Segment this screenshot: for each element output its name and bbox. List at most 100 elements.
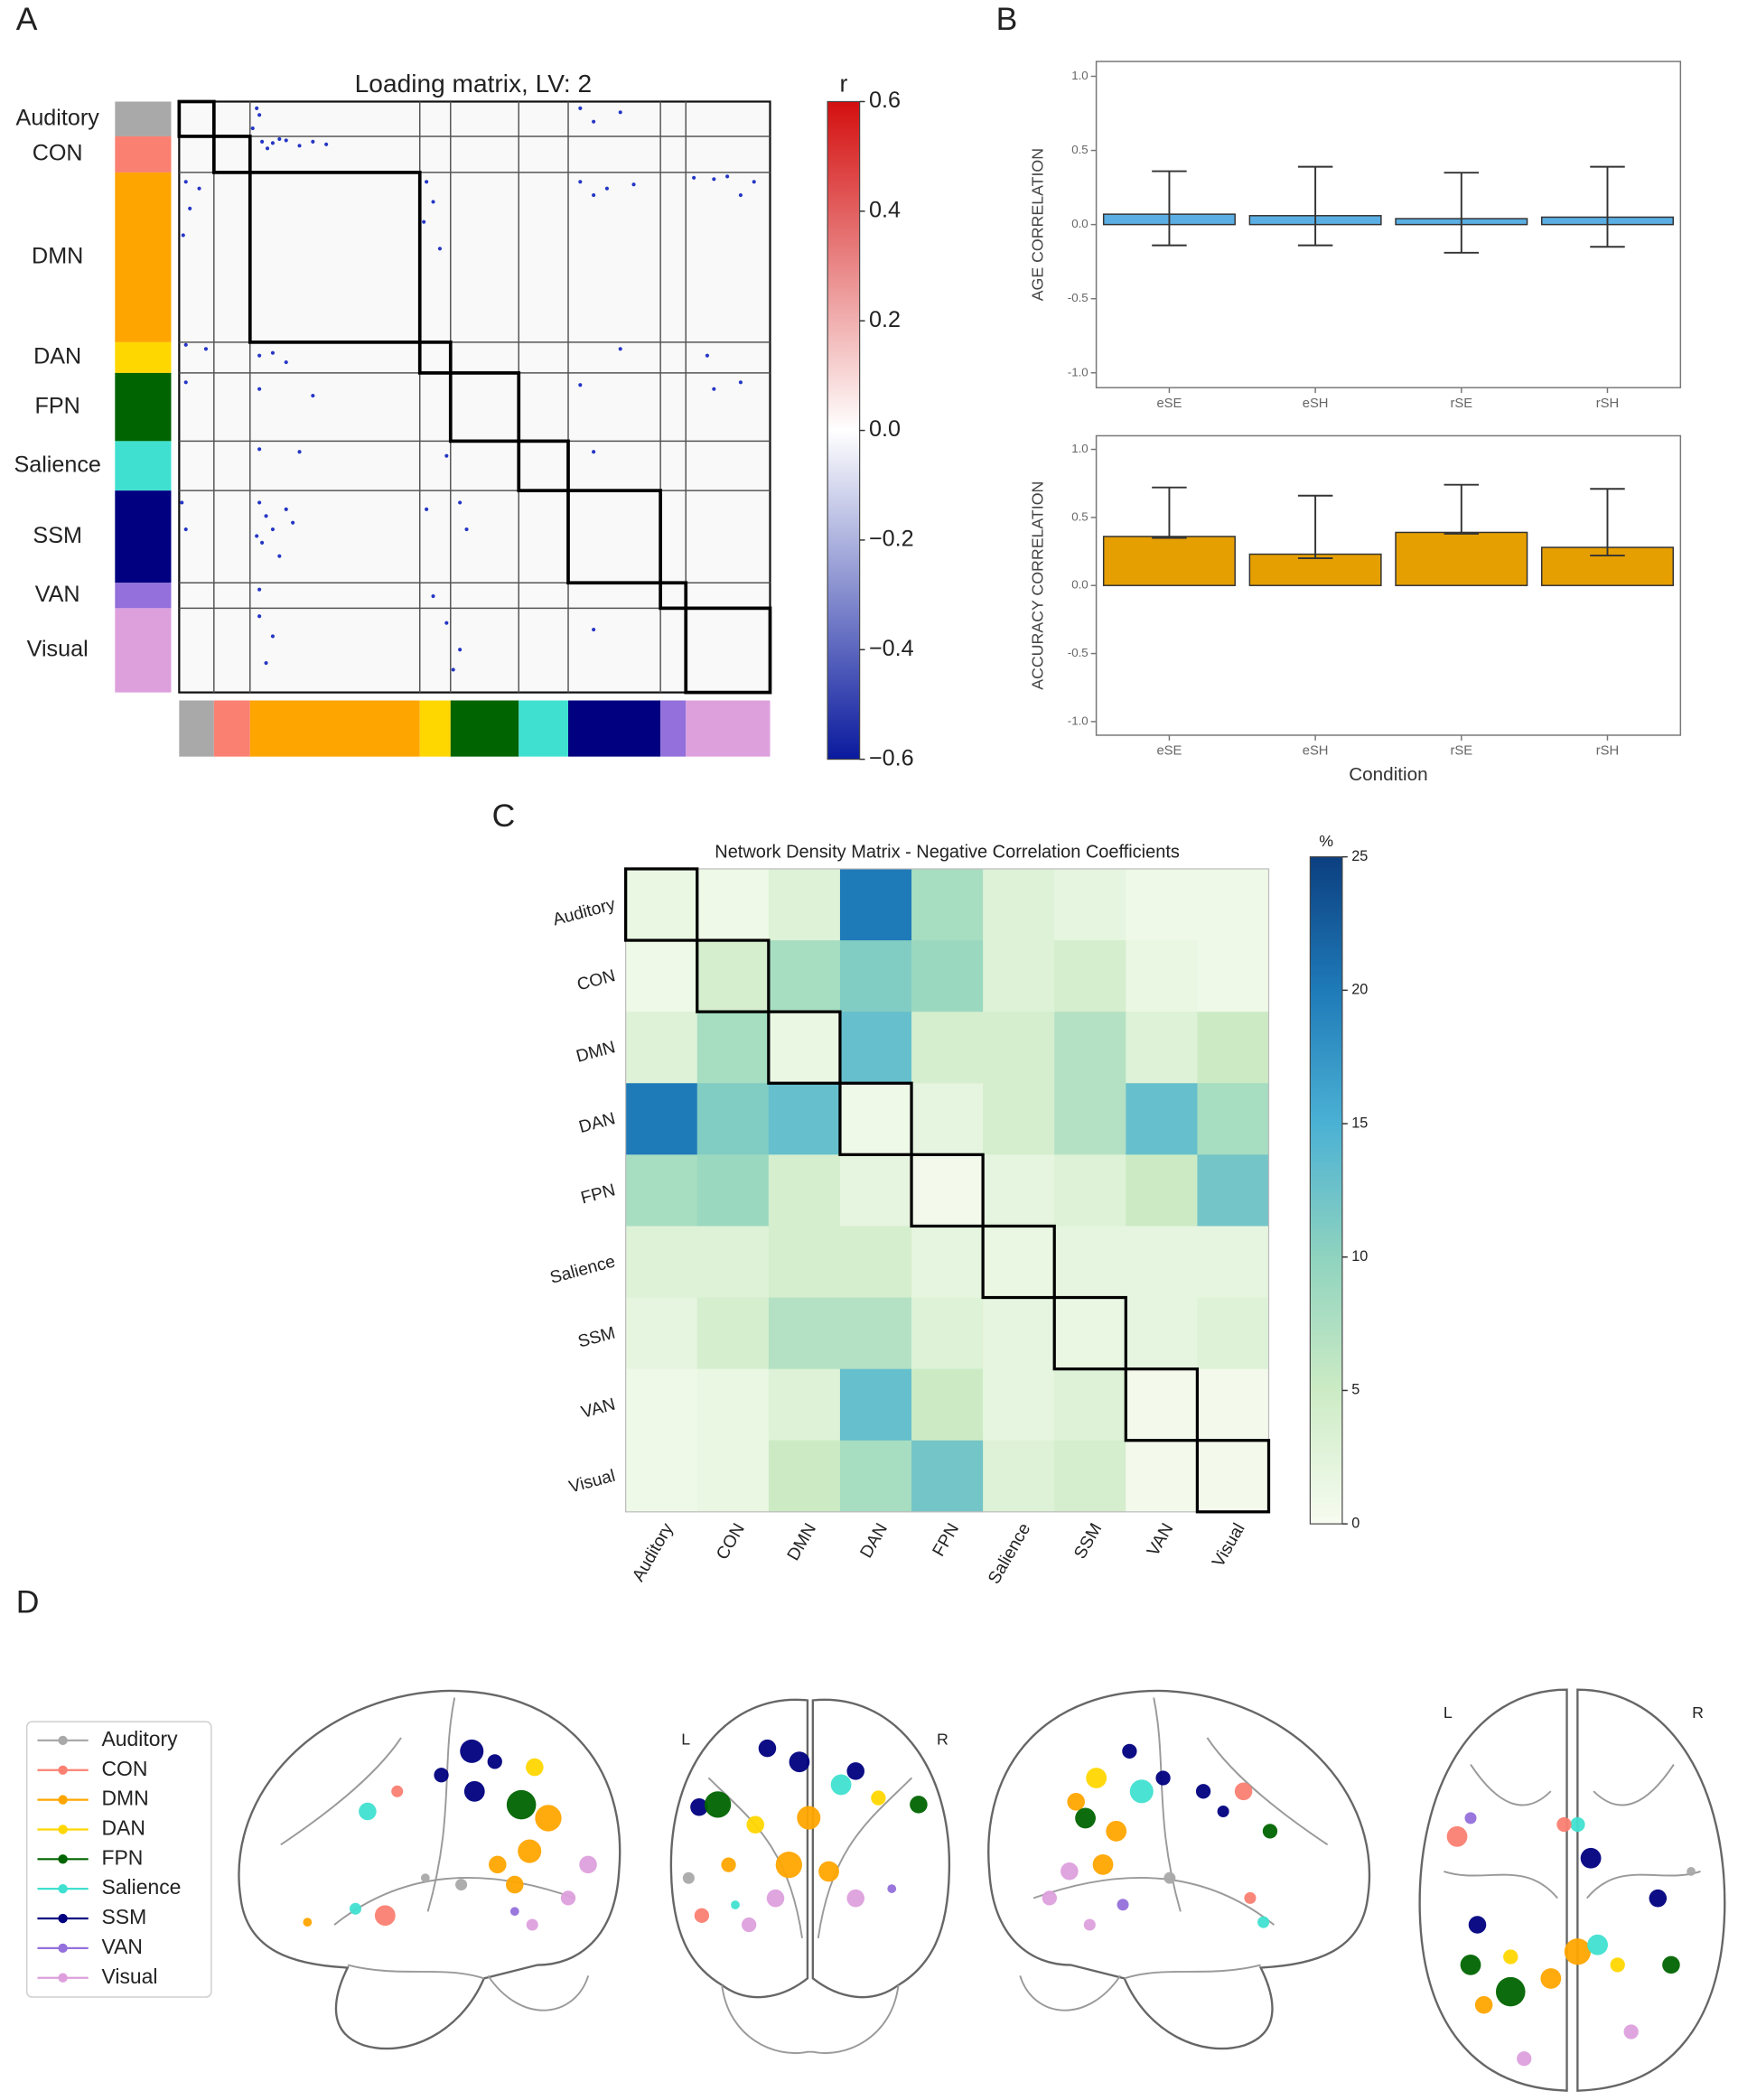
brain-node (1163, 1871, 1176, 1884)
x-tick-label: eSH (1303, 397, 1329, 411)
column-label: VAN (1144, 1520, 1177, 1559)
heatmap-cell (983, 1368, 1055, 1442)
loading-point (425, 507, 429, 511)
brain-left-lateral (238, 1689, 621, 2050)
brain-right-lateral (987, 1689, 1371, 2050)
column-label: SSM (1070, 1520, 1106, 1563)
loading-point (311, 139, 315, 144)
heatmap-cell (911, 868, 984, 941)
column-label: DAN (857, 1520, 892, 1562)
heatmap-cell (1054, 1440, 1126, 1513)
heatmap-cell (768, 1368, 841, 1442)
y-axis-label: ACCURACY CORRELATION (1029, 481, 1047, 690)
heatmap-cell (625, 1083, 698, 1155)
heatmap-cell (983, 868, 1055, 941)
heatmap-cell (839, 1368, 912, 1442)
colorbar-tick-label: 0.6 (869, 88, 901, 113)
diagonal-block (566, 489, 662, 585)
row-label: SSM (576, 1324, 618, 1352)
heatmap-cell (625, 940, 698, 1013)
heatmap-cell (1126, 1083, 1198, 1155)
row-label: DAN (577, 1109, 618, 1137)
loading-point (297, 144, 302, 148)
network-col-bar (519, 700, 569, 757)
loading-point (284, 138, 288, 143)
brain-node (766, 1889, 785, 1908)
column-label: CON (713, 1520, 749, 1563)
diagonal-cell (767, 1010, 842, 1085)
brain-node (887, 1884, 897, 1893)
loading-point (437, 247, 443, 251)
loading-point (257, 387, 262, 391)
brain-node (704, 1791, 732, 1818)
network-row-bar (115, 608, 172, 693)
loading-point (277, 554, 282, 558)
brain-node (1564, 1938, 1592, 1965)
heatmap-cell (1054, 1154, 1126, 1227)
heatmap-cell (839, 1226, 912, 1298)
diagonal-cell (624, 867, 699, 942)
colorbar-tick-label: 0 (1351, 1515, 1360, 1531)
heatmap-cell (1197, 1440, 1269, 1513)
heatmap-frame (625, 868, 1270, 1513)
network-row-bar (115, 372, 172, 442)
loading-point (291, 520, 295, 525)
loading-point (578, 180, 583, 184)
brain-node (1610, 1957, 1625, 1973)
brain-node (1580, 1847, 1602, 1869)
legend-marker (58, 1883, 68, 1894)
brain-node (1495, 1976, 1526, 2007)
loading-point (712, 387, 716, 391)
x-tick-label: rSE (1450, 744, 1472, 759)
brain-node (758, 1739, 777, 1758)
hemisphere-label: R (937, 1731, 948, 1749)
colorbar-tick-label: 15 (1351, 1115, 1368, 1131)
diagonal-cell (1052, 1295, 1127, 1371)
network-col-bar (660, 700, 687, 757)
y-tick-label: 0.0 (1071, 578, 1089, 592)
legend-label: Auditory (102, 1727, 179, 1750)
heatmap-cell (1197, 1226, 1269, 1298)
network-label: FPN (35, 393, 80, 418)
heatmap-cell (839, 1297, 912, 1370)
loading-point (752, 180, 756, 184)
legend-label: Salience (102, 1875, 182, 1899)
loading-point (738, 380, 743, 385)
loading-point (592, 193, 596, 198)
y-tick-label: -1.0 (1068, 365, 1089, 378)
heatmap-cell (1197, 1012, 1269, 1084)
network-label: Salience (14, 452, 100, 477)
brain-node (349, 1902, 361, 1915)
loading-point (618, 110, 622, 115)
loading-point (264, 660, 268, 666)
bar (1102, 536, 1236, 586)
colorbar-label: % (1319, 832, 1333, 850)
brain-node (1234, 1782, 1253, 1801)
loading-point (264, 514, 268, 518)
panel-label: D (16, 1583, 40, 1619)
diagonal-block (417, 341, 453, 375)
brain-node (506, 1875, 524, 1894)
diagonal-block (659, 581, 688, 611)
heatmap-cell (625, 1440, 698, 1513)
brain-node (1217, 1806, 1229, 1818)
loading-point (203, 347, 209, 351)
chart-title: Network Density Matrix - Negative Correl… (715, 842, 1180, 862)
network-row-bar (115, 441, 172, 491)
row-label: Auditory (551, 895, 618, 930)
brain-node (303, 1918, 313, 1927)
brain-node (1474, 1996, 1493, 2014)
loading-point (255, 534, 259, 538)
column-label: Auditory (629, 1520, 677, 1585)
heatmap-cell (1197, 940, 1269, 1013)
brain-node (1086, 1768, 1107, 1788)
heatmap-cell (911, 1297, 984, 1370)
brain-top (1418, 1688, 1726, 2092)
network-label: Visual (27, 637, 89, 662)
diagonal-block (517, 439, 570, 492)
brain-node (1649, 1889, 1668, 1908)
brain-node (1117, 1899, 1129, 1911)
legend-marker (58, 1943, 68, 1954)
